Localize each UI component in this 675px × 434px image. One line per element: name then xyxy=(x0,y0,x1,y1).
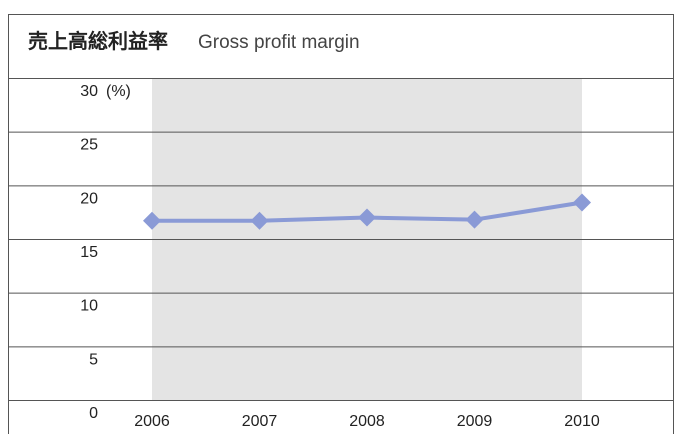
y-tick-label: 25 xyxy=(80,137,98,154)
marker xyxy=(143,211,161,230)
y-tick-label: 10 xyxy=(80,298,98,315)
marker xyxy=(358,208,376,227)
y-tick-label: 20 xyxy=(80,190,98,207)
y-tick-label: 0 xyxy=(89,405,98,422)
chart-subtitle: Gross profit margin xyxy=(198,32,360,53)
x-tick-label: 2007 xyxy=(242,413,278,430)
y-tick-label: 15 xyxy=(80,244,98,261)
x-tick-label: 2009 xyxy=(457,413,493,430)
y-tick-label: 5 xyxy=(89,351,98,368)
y-unit: (%) xyxy=(106,83,131,100)
y-tick-label: 30 xyxy=(80,83,98,100)
marker xyxy=(573,193,591,212)
x-tick-label: 2006 xyxy=(134,413,170,430)
marker xyxy=(465,210,484,229)
marker xyxy=(250,211,269,230)
x-tick-label: 2008 xyxy=(349,413,385,430)
chart-title: 売上高総利益率 xyxy=(28,29,168,53)
frame xyxy=(8,14,674,434)
x-tick-label: 2010 xyxy=(564,413,600,430)
